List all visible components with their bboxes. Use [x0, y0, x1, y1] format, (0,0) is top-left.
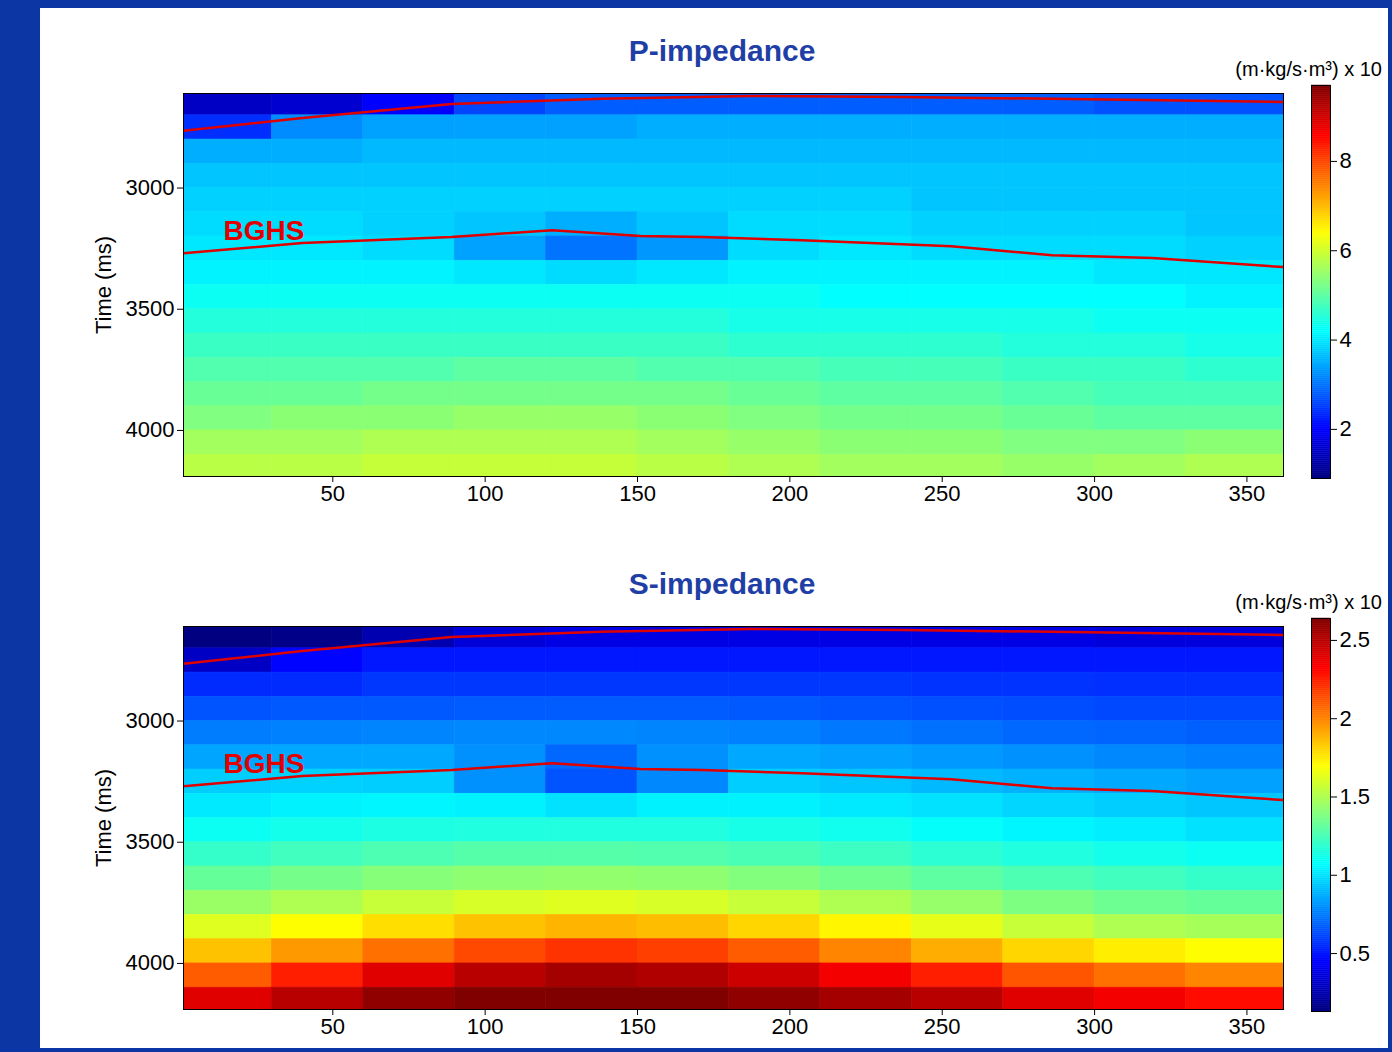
svg-text:1.5: 1.5 [1340, 784, 1371, 809]
svg-text:3500: 3500 [126, 829, 175, 854]
svg-text:3000: 3000 [126, 708, 175, 733]
svg-text:300: 300 [1076, 481, 1113, 506]
svg-text:1: 1 [1340, 862, 1352, 887]
svg-text:300: 300 [1076, 1014, 1113, 1039]
svg-text:150: 150 [619, 1014, 656, 1039]
html-text:(m·kg/s·m³) x 10: (m·kg/s·m³) x 10 [1235, 58, 1382, 80]
svg-text:100: 100 [467, 481, 504, 506]
svg-text:BGHS: BGHS [224, 748, 305, 779]
svg-text:250: 250 [924, 1014, 961, 1039]
svg-text:2.5: 2.5 [1340, 627, 1371, 652]
svg-text:6: 6 [1340, 238, 1352, 263]
svg-text:8: 8 [1340, 148, 1352, 173]
svg-text:200: 200 [772, 481, 809, 506]
svg-text:350: 350 [1229, 1014, 1266, 1039]
svg-text:2: 2 [1340, 706, 1352, 731]
svg-text:250: 250 [924, 481, 961, 506]
svg-text:4000: 4000 [126, 950, 175, 975]
svg-text:4: 4 [1340, 327, 1352, 352]
svg-text:0.5: 0.5 [1340, 941, 1371, 966]
svg-text:3000: 3000 [126, 175, 175, 200]
svg-text:2: 2 [1340, 416, 1352, 441]
svg-text:4000: 4000 [126, 417, 175, 442]
html-text:(m·kg/s·m³) x 10: (m·kg/s·m³) x 10 [1235, 591, 1382, 613]
svg-text:150: 150 [619, 481, 656, 506]
svg-text:Time (ms): Time (ms) [91, 769, 116, 867]
svg-text:200: 200 [772, 1014, 809, 1039]
svg-text:Time (ms): Time (ms) [91, 236, 116, 334]
svg-text:350: 350 [1229, 481, 1266, 506]
html-text:S-impedance: S-impedance [628, 567, 816, 600]
svg-text:50: 50 [321, 481, 345, 506]
svg-text:3500: 3500 [126, 296, 175, 321]
svg-text:BGHS: BGHS [224, 215, 305, 246]
html-text:P-impedance: P-impedance [628, 34, 816, 67]
svg-text:50: 50 [321, 1014, 345, 1039]
svg-text:100: 100 [467, 1014, 504, 1039]
